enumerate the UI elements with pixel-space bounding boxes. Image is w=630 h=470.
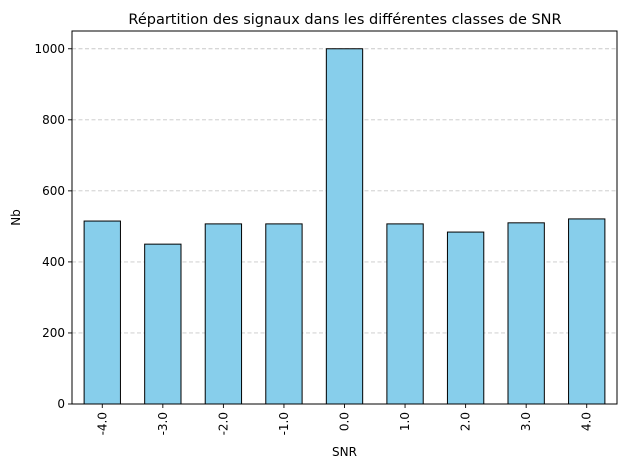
x-tick-label: -2.0 — [216, 412, 230, 435]
bar — [386, 223, 424, 405]
bar — [83, 220, 121, 405]
x-tick-label: 0.0 — [338, 412, 352, 431]
x-tick-label: 2.0 — [459, 412, 473, 431]
x-tick-label: 1.0 — [398, 412, 412, 431]
x-axis-ticks: -4.0 -3.0 -2.0 -1.0 0.0 1.0 2.0 3.0 4.0 — [95, 404, 594, 435]
x-axis-label: SNR — [332, 445, 357, 459]
y-axis-ticks: 0 200 400 600 800 1000 — [34, 42, 72, 411]
bar — [144, 243, 182, 405]
x-tick-label: -4.0 — [95, 412, 109, 435]
bar — [507, 222, 545, 405]
chart-title: Répartition des signaux dans les différe… — [128, 12, 561, 28]
y-tick-label: 600 — [42, 184, 65, 198]
y-tick-label: 0 — [57, 397, 65, 411]
y-tick-label: 800 — [42, 113, 65, 127]
bars — [83, 48, 606, 405]
x-tick-label: -1.0 — [277, 412, 291, 435]
x-tick-label: 3.0 — [519, 412, 533, 431]
y-tick-label: 400 — [42, 255, 65, 269]
y-axis-label: Nb — [9, 209, 23, 226]
y-tick-label: 200 — [42, 326, 65, 340]
bar — [568, 218, 606, 405]
bar — [265, 223, 303, 405]
bar — [325, 48, 364, 405]
bar — [204, 223, 243, 405]
x-tick-label: 4.0 — [580, 412, 594, 431]
bar — [446, 231, 485, 405]
x-tick-label: -3.0 — [156, 412, 170, 435]
y-tick-label: 1000 — [34, 42, 65, 56]
